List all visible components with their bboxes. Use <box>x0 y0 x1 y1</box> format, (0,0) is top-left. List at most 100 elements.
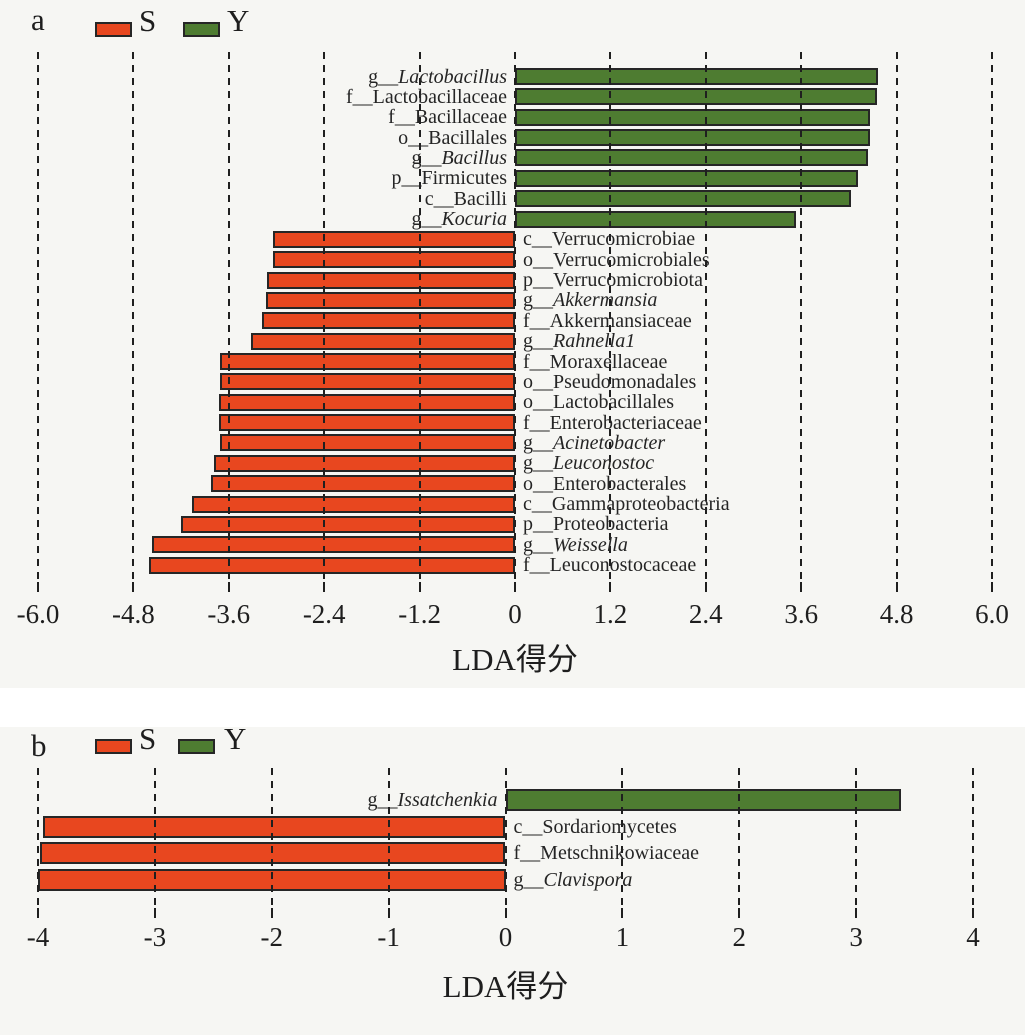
gridline <box>621 768 624 908</box>
taxon-rank-prefix: g__ <box>411 146 442 169</box>
taxon-name: Lactobacillales <box>553 391 675 414</box>
bar-label: f__Leuconostocaceae <box>523 554 696 576</box>
taxon-rank-prefix: g__ <box>523 330 553 353</box>
bar-g__Kocuria <box>515 210 797 228</box>
taxon-rank-prefix: p__ <box>523 513 553 536</box>
bar-label: o__Pseudomonadales <box>523 371 696 393</box>
gridline <box>323 52 326 580</box>
axis-tick-label: 2.4 <box>688 599 723 629</box>
bar-g__Weissella <box>152 536 515 554</box>
taxon-rank-prefix: f__ <box>513 842 541 865</box>
axis-tick-label: -6.0 <box>16 599 60 629</box>
bar-g__Acinetobacter <box>220 434 515 452</box>
taxon-name: Leuconostoc <box>553 452 655 475</box>
taxon-name: Bacilli <box>453 187 507 210</box>
bar-label: g__Kocuria <box>47 208 507 230</box>
legend-swatch-y <box>178 739 215 754</box>
axis-tick <box>37 908 39 918</box>
gridline <box>895 52 898 580</box>
gridline <box>514 52 516 580</box>
taxon-name: Metschnikowiaceae <box>540 842 699 865</box>
bar-label: g__Leuconostoc <box>523 452 654 474</box>
taxon-name: Bacillus <box>441 146 507 169</box>
taxon-name: Moraxellaceae <box>549 350 668 373</box>
axis-tick-label: -4.8 <box>112 599 155 629</box>
bar-label: f__Metschnikowiaceae <box>514 842 700 864</box>
bar-p__Proteobacteria <box>181 515 515 533</box>
taxon-rank-prefix: o__ <box>398 126 429 149</box>
legend-swatch-y <box>183 22 220 37</box>
axis-tick-label: -1.2 <box>398 599 441 629</box>
taxon-rank-prefix: p__ <box>523 269 553 292</box>
taxon-name: Weissella <box>553 533 628 556</box>
axis-tick <box>227 582 230 592</box>
axis-tick <box>504 908 507 918</box>
taxon-rank-prefix: o__ <box>523 370 553 393</box>
bar-label: g__Acinetobacter <box>523 432 665 454</box>
taxon-rank-prefix: g__ <box>523 431 553 454</box>
taxon-name: Akkermansiaceae <box>549 309 692 332</box>
taxon-rank-prefix: o__ <box>523 248 553 271</box>
taxon-name: Leuconostocaceae <box>549 554 697 577</box>
gridline <box>387 768 390 908</box>
panel-a-letter: a <box>31 2 45 37</box>
taxon-name: Enterobacterales <box>553 472 687 495</box>
bar-label: g__Bacillus <box>47 147 507 169</box>
bar-label: o__Lactobacillales <box>523 391 674 413</box>
axis-tick <box>37 582 39 592</box>
panel-b-letter: b <box>31 728 47 763</box>
axis-tick-label: 1 <box>615 922 630 952</box>
bar-label: g__Issatchenkia <box>38 789 498 811</box>
axis-tick <box>704 582 707 592</box>
axis-tick-label: -4 <box>26 922 50 952</box>
bar-label: c__Gammaproteobacteria <box>523 493 730 515</box>
gridline <box>704 52 707 580</box>
axis-tick-label: -3.6 <box>207 599 251 629</box>
taxon-rank-prefix: g__ <box>523 289 553 312</box>
taxon-name: Lactobacillus <box>398 65 507 88</box>
bar-label: o__Bacillales <box>47 127 507 149</box>
panel-a-plot-area: -6.0 -4.8 -3.6 -2.4 -1.2 0 1.2 2.4 3.6 4.8 6.0 g__L… <box>16 52 1009 629</box>
legend-label-y: Y <box>224 721 247 756</box>
gridline <box>972 768 974 908</box>
gridline <box>991 52 993 580</box>
bar-g__Issatchenkia <box>505 789 901 811</box>
bar-g__Bacillus <box>515 149 868 167</box>
gridline <box>132 52 135 580</box>
taxon-name: Proteobacteria <box>553 513 669 536</box>
taxon-name: Verrucomicrobiales <box>553 248 710 271</box>
bar-c__Verrucomicrobiae <box>273 230 515 248</box>
taxon-rank-prefix: c__ <box>523 228 552 251</box>
bar-f__Akkermansiaceae <box>262 312 515 330</box>
taxon-name: Gammaproteobacteria <box>551 493 730 516</box>
axis-tick <box>972 908 974 918</box>
taxon-name: Firmicutes <box>421 167 507 190</box>
taxon-rank-prefix: o__ <box>523 472 553 495</box>
taxon-rank-prefix: c__ <box>424 187 454 210</box>
bar-f__Enterobacteriaceae <box>219 414 515 432</box>
taxon-name: Kocuria <box>441 208 507 231</box>
gridline <box>227 52 230 580</box>
taxon-rank-prefix: f__ <box>523 411 550 434</box>
axis-tick <box>323 582 326 592</box>
bar-g__Leuconostoc <box>214 454 515 472</box>
bar-g__Akkermansia <box>266 291 515 309</box>
panel-b-x-axis-label: LDA得分 <box>442 969 569 1004</box>
axis-tick <box>418 582 421 592</box>
taxon-rank-prefix: o__ <box>523 391 553 414</box>
legend-label-s: S <box>139 721 157 756</box>
axis-tick <box>855 908 858 918</box>
axis-tick <box>609 582 612 592</box>
bar-label: p__Firmicutes <box>47 167 507 189</box>
bar-g__Lactobacillus <box>515 68 878 85</box>
bar-label: o__Enterobacterales <box>523 473 686 495</box>
taxon-rank-prefix: p__ <box>391 167 422 190</box>
axis-tick-label: -3 <box>143 922 167 952</box>
taxon-rank-prefix: g__ <box>513 869 544 892</box>
legend-swatch-s <box>95 739 132 754</box>
legend-label-y: Y <box>227 3 250 38</box>
axis-tick <box>153 908 156 918</box>
legend-swatch-s <box>95 22 132 37</box>
bar-label: g__Rahnella1 <box>523 330 635 352</box>
legend-label-s: S <box>139 3 157 38</box>
